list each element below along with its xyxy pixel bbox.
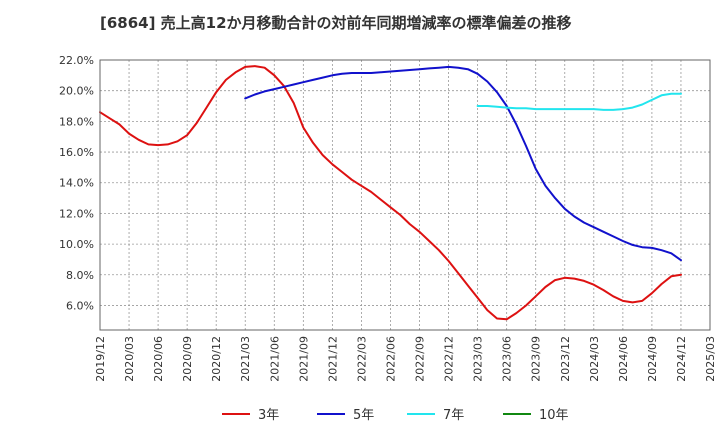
grid-layer xyxy=(99,59,711,330)
x-tick-label: 2024/12 xyxy=(675,336,688,382)
series-line-1 xyxy=(99,65,682,321)
y-tick-label: 22.0% xyxy=(59,54,94,67)
legend-label-1: 3年 xyxy=(258,408,279,423)
x-tick-label: 2024/03 xyxy=(588,336,601,382)
x-tick-label: 2023/12 xyxy=(559,336,572,382)
x-tick-label: 2021/06 xyxy=(268,336,281,382)
x-tick-label: 2023/03 xyxy=(472,336,485,382)
x-tick-label: 2020/12 xyxy=(210,336,223,382)
series-layer xyxy=(99,65,682,321)
legend-label-2: 5年 xyxy=(353,408,374,423)
x-tick-label: 2021/09 xyxy=(297,336,310,382)
x-tick-label: 2022/09 xyxy=(414,336,427,382)
x-tick-label: 2021/12 xyxy=(326,336,339,382)
x-tick-label: 2023/06 xyxy=(501,336,514,382)
legend: 3年 5年 7年 10年 xyxy=(222,408,569,423)
y-tick-label: 8.0% xyxy=(66,269,94,282)
y-tick-label: 6.0% xyxy=(66,299,94,312)
y-axis: 6.0% 8.0% 10.0% 12.0% 14.0% 16.0% 18.0% 20.0% 22… xyxy=(59,54,94,312)
y-tick-label: 20.0% xyxy=(59,85,94,98)
legend-label-3: 7年 xyxy=(443,408,464,423)
plot-frame xyxy=(99,59,711,331)
x-tick-label: 2020/09 xyxy=(181,336,194,382)
x-tick-label: 2020/03 xyxy=(123,336,136,382)
x-tick-label: 2024/06 xyxy=(617,336,630,382)
y-tick-label: 14.0% xyxy=(59,177,94,190)
y-tick-label: 10.0% xyxy=(59,238,94,251)
x-tick-label: 2022/06 xyxy=(384,336,397,382)
x-tick-label: 2021/03 xyxy=(239,336,252,382)
x-tick-label: 2020/06 xyxy=(152,336,165,382)
y-tick-label: 18.0% xyxy=(59,115,94,128)
chart-title: [6864] 売上高12か月移動合計の対前年同期増減率の標準偏差の推移 xyxy=(100,14,572,32)
series-line-3 xyxy=(476,92,682,111)
x-tick-label: 2022/12 xyxy=(443,336,456,382)
legend-label-4: 10年 xyxy=(539,408,569,423)
x-tick-label: 2022/03 xyxy=(355,336,368,382)
series-line-2 xyxy=(244,65,682,262)
y-tick-label: 16.0% xyxy=(59,146,94,159)
x-tick-label: 2023/09 xyxy=(530,336,543,382)
x-tick-label: 2019/12 xyxy=(94,336,107,382)
y-tick-label: 12.0% xyxy=(59,207,94,220)
x-tick-label: 2024/09 xyxy=(646,336,659,382)
x-tick-label: 2025/03 xyxy=(704,336,717,382)
x-axis: 2019/12 2020/03 2020/06 2020/09 2020/12 2021/… xyxy=(94,336,717,382)
